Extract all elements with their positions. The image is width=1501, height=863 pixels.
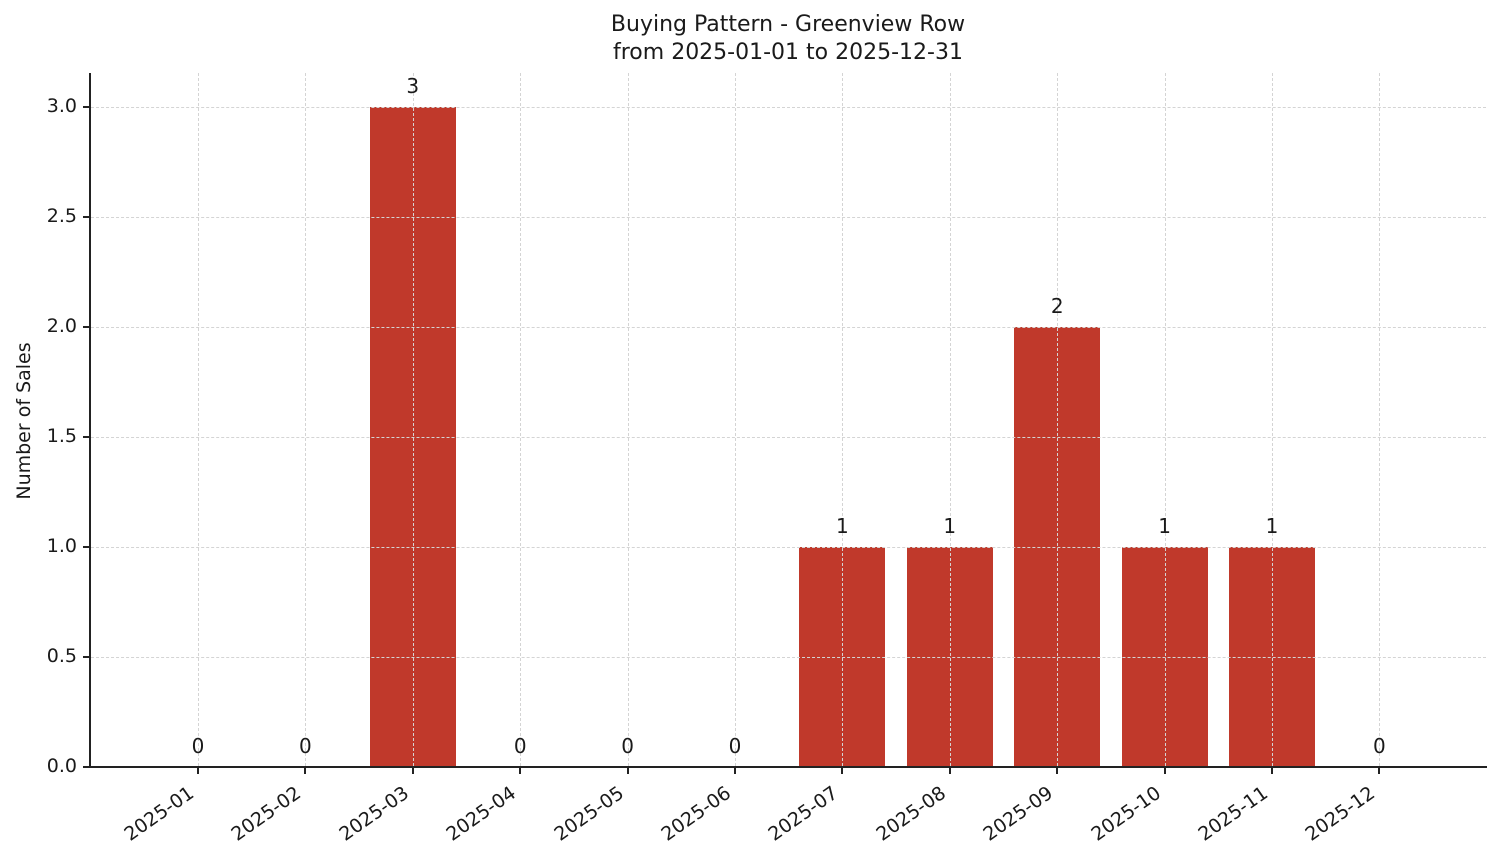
chart-subtitle: from 2025-01-01 to 2025-12-31: [613, 40, 963, 65]
vertical-gridline: [1272, 73, 1273, 766]
bar-value-label: 1: [1265, 514, 1279, 538]
bar-value-label: 0: [621, 734, 634, 758]
x-tick-mark: [1378, 768, 1381, 774]
vertical-gridline: [627, 73, 629, 766]
x-tick-mark: [519, 768, 522, 774]
vertical-gridline: [198, 73, 199, 766]
y-tick-mark: [83, 766, 89, 768]
y-tick-mark: [83, 546, 89, 548]
y-tick-label: 2.5: [46, 205, 77, 227]
y-tick-mark: [83, 216, 89, 218]
y-tick-mark: [83, 106, 89, 108]
horizontal-gridline: [91, 547, 1486, 548]
vertical-gridline: [1164, 73, 1166, 766]
x-tick-label: 2025-11: [1194, 782, 1273, 846]
x-tick-label: 2025-02: [227, 782, 306, 846]
vertical-gridline: [1379, 73, 1381, 766]
y-tick-label: 0.0: [46, 755, 77, 777]
x-tick-mark: [411, 768, 414, 774]
y-tick-mark: [83, 656, 89, 658]
y-tick-label: 0.5: [46, 645, 77, 667]
y-tick-mark: [83, 326, 89, 328]
vertical-gridline: [949, 73, 951, 766]
x-tick-label: 2025-08: [872, 782, 950, 846]
horizontal-gridline: [91, 217, 1486, 218]
vertical-gridline: [735, 73, 736, 766]
horizontal-gridline: [91, 107, 1486, 108]
x-tick-mark: [626, 768, 629, 774]
x-tick-mark: [1271, 768, 1273, 774]
bar-value-label: 1: [1158, 514, 1171, 538]
bar-value-label: 0: [728, 734, 742, 758]
horizontal-gridline: [91, 437, 1486, 438]
x-tick-mark: [948, 768, 951, 774]
y-axis-title: Number of Sales: [13, 342, 35, 500]
x-tick-label: 2025-06: [657, 782, 736, 846]
y-tick-label: 2.0: [46, 315, 77, 337]
y-tick-label: 1.5: [46, 425, 77, 447]
y-axis-line: [89, 73, 91, 768]
vertical-gridline: [305, 73, 307, 766]
x-tick-label: 2025-03: [335, 782, 413, 846]
bar-value-label: 1: [836, 514, 849, 538]
x-tick-label: 2025-12: [1301, 782, 1380, 846]
x-tick-mark: [841, 768, 844, 774]
x-tick-label: 2025-09: [979, 782, 1058, 846]
y-tick-label: 3.0: [46, 95, 77, 117]
horizontal-gridline: [91, 657, 1486, 658]
x-tick-mark: [734, 768, 736, 774]
bar-value-label: 0: [299, 734, 312, 758]
x-tick-mark: [197, 768, 199, 774]
x-tick-mark: [1163, 768, 1166, 774]
x-axis-line: [89, 766, 1487, 768]
x-tick-label: 2025-07: [764, 782, 843, 846]
vertical-gridline: [412, 73, 414, 766]
x-tick-label: 2025-04: [442, 782, 521, 846]
bar-value-label: 1: [943, 514, 957, 538]
y-tick-label: 1.0: [46, 535, 77, 557]
bar-value-label: 0: [513, 734, 527, 758]
vertical-gridline: [842, 73, 844, 766]
x-tick-label: 2025-05: [549, 782, 628, 846]
horizontal-gridline: [91, 327, 1486, 328]
vertical-gridline: [520, 73, 522, 766]
x-tick-mark: [304, 768, 307, 774]
bar-value-label: 2: [1050, 294, 1064, 318]
x-tick-label: 2025-10: [1086, 782, 1165, 846]
chart-title: Buying Pattern - Greenview Row: [610, 12, 966, 37]
vertical-gridline: [1057, 73, 1059, 766]
y-tick-mark: [83, 436, 89, 438]
bar-value-label: 3: [406, 74, 420, 98]
x-tick-label: 2025-01: [120, 782, 199, 846]
bar-value-label: 0: [191, 734, 205, 758]
bar-value-label: 0: [1373, 734, 1386, 758]
x-tick-mark: [1056, 768, 1059, 774]
